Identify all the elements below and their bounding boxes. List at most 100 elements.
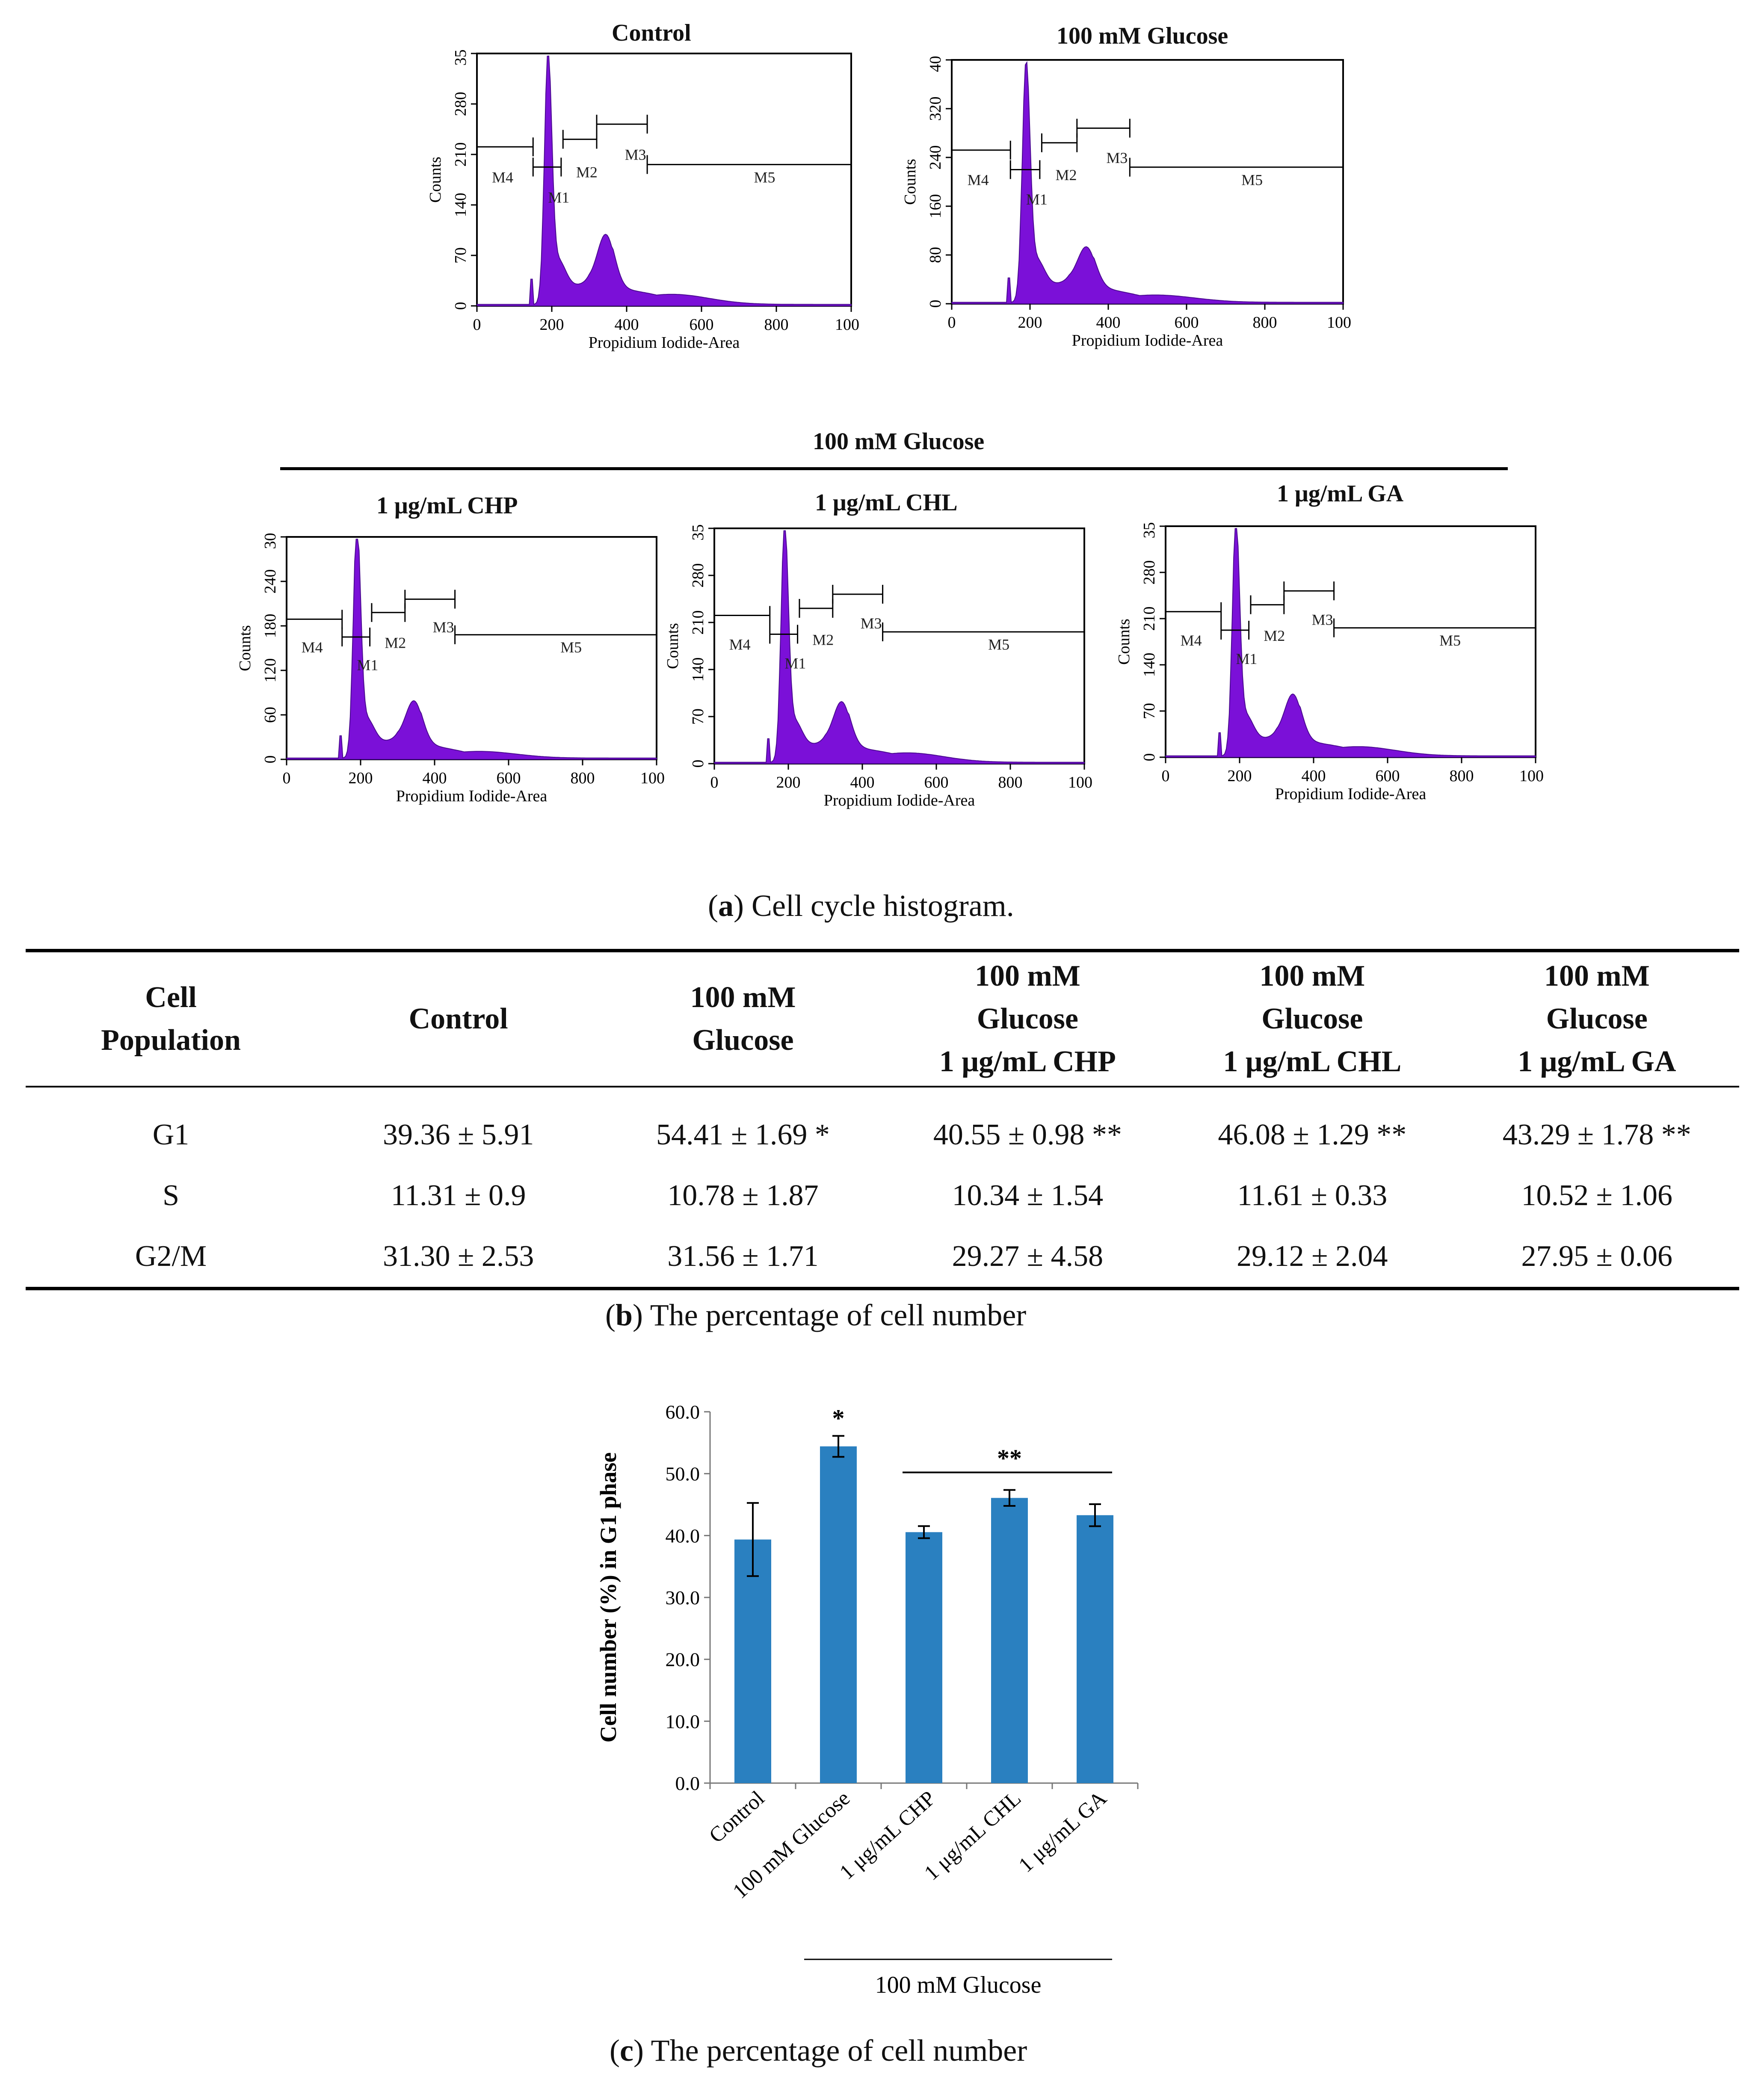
y-tick-label: 0 — [261, 756, 279, 764]
hist-frame — [713, 527, 1085, 764]
y-axis-label: Counts — [903, 159, 919, 205]
y-tick-label: 70 — [452, 247, 470, 264]
header-glucose-ga: 100 mM Glucose 1 μg/mL GA — [1518, 960, 1676, 1078]
hist-control: M4 M1 M2 M3 M5 0 200 400 600 800 1000 Propidium Iod… — [428, 49, 860, 352]
marker-label: M1 — [1026, 191, 1048, 208]
header-cell-population: Cell Population — [101, 981, 241, 1057]
y-tick-label: 350 — [689, 524, 707, 541]
marker-label: M2 — [576, 164, 598, 181]
hist-ga: M4 M1 M2 M3 M5 0 200 400 600 800 1000 Propidium Iod… — [1116, 522, 1544, 803]
marker-label: M2 — [1055, 166, 1077, 184]
x-tick-label: 400 — [615, 316, 639, 334]
x-tick-label: 800 — [1253, 314, 1277, 332]
x-tick-label: 0 — [473, 316, 481, 334]
marker-label: M4 — [1181, 632, 1202, 649]
x-tick-label: 600 — [690, 316, 714, 334]
y-tick-label: 280 — [1140, 560, 1158, 585]
marker-label: M4 — [729, 636, 751, 653]
x-tick-label: 1000 — [1327, 314, 1352, 332]
x-tick-label: 400 — [1096, 314, 1121, 332]
x-tick-label: 400 — [850, 773, 875, 791]
marker-label: M1 — [548, 189, 569, 206]
marker-label: M1 — [1236, 650, 1257, 667]
table-cell: 46.08 ± 1.29 ** — [1218, 1118, 1407, 1151]
y-tick-label: 300 — [261, 533, 279, 549]
y-axis-label: Counts — [237, 625, 254, 671]
bar-0 — [734, 1539, 771, 1783]
table-cell: 27.95 ± 0.06 — [1521, 1240, 1672, 1273]
marker-label: M5 — [988, 636, 1009, 653]
marker-label: M3 — [625, 146, 646, 163]
y-tick-label: 320 — [926, 97, 944, 121]
hist-chp: M4M1M2M3M502004006008001000Propidium Iod… — [237, 533, 665, 805]
group-label: 100 mM Glucose — [875, 1972, 1042, 1998]
y-tick-label: 0 — [452, 302, 470, 310]
marker-label: M5 — [560, 639, 582, 656]
marker-label: M3 — [861, 615, 882, 632]
hist-frame — [1165, 525, 1536, 758]
y-tick-label: 10.0 — [666, 1710, 700, 1732]
cell-population-table: Cell Population Control 100 mM Glucose 100… — [26, 949, 1739, 1290]
x-tick-label: 800 — [764, 316, 789, 334]
marker-label: M5 — [754, 169, 775, 186]
x-tick-label: 200 — [349, 769, 373, 787]
histogram-area — [951, 61, 1344, 304]
y-tick-label: 0 — [689, 760, 707, 768]
y-tick-label: 240 — [261, 569, 279, 594]
marker-label: M3 — [1106, 149, 1128, 166]
table-cell: 10.78 ± 1.87 — [667, 1179, 819, 1212]
marker-label: M4 — [968, 172, 989, 189]
y-tick-label: 0 — [1140, 753, 1158, 761]
header-glucose-chp: 100 mM Glucose 1 μg/mL CHP — [939, 960, 1116, 1078]
y-tick-label: 30.0 — [666, 1587, 700, 1609]
table-row: G1 39.36 ± 5.91 54.41 ± 1.69 * 40.55 ± 0… — [26, 1087, 1739, 1165]
x-axis-label: Propidium Iodide-Area — [824, 791, 975, 809]
hist-title-ga: 1 μg/mL GA — [1277, 480, 1404, 507]
y-axis-label: Cell number (%) in G1 phase — [595, 1452, 621, 1743]
histogram-area — [1165, 528, 1536, 758]
marker-label: M2 — [812, 631, 834, 649]
y-tick-label: 280 — [452, 92, 470, 116]
marker-label: M4 — [302, 639, 323, 656]
table-cell: G2/M — [135, 1240, 207, 1273]
y-tick-label: 50.0 — [666, 1463, 700, 1485]
x-tick-label: 600 — [497, 769, 521, 787]
table-cell: 40.55 ± 0.98 ** — [933, 1118, 1122, 1151]
x-tick-label: 0 — [1162, 767, 1170, 785]
hist-frame — [476, 53, 852, 307]
marker-label: M3 — [433, 619, 454, 636]
y-tick-label: 60.0 — [666, 1401, 700, 1423]
y-tick-label: 0 — [926, 300, 944, 308]
y-tick-label: 60 — [261, 707, 279, 723]
hist-frame — [951, 59, 1344, 305]
x-tick-label: 800 — [571, 769, 595, 787]
header-glucose-chl: 100 mM Glucose 1 μg/mL CHL — [1223, 960, 1402, 1078]
x-tick-label: 0 — [710, 773, 719, 791]
marker-label: M5 — [1241, 172, 1263, 189]
y-tick-label: 0.0 — [675, 1772, 700, 1794]
table-header-row: Cell Population Control 100 mM Glucose 100… — [26, 951, 1739, 1087]
x-tick-label: 0 — [283, 769, 291, 787]
table-cell: 11.31 ± 0.9 — [391, 1179, 526, 1212]
table-cell: 29.27 ± 4.58 — [952, 1240, 1104, 1273]
hist-frame — [286, 536, 657, 760]
hist-title-chl: 1 μg/mL CHL — [815, 489, 958, 516]
table-cell: S — [163, 1179, 179, 1212]
marker-label: M5 — [1439, 632, 1461, 649]
y-tick-label: 210 — [1140, 607, 1158, 631]
y-tick-label: 140 — [689, 658, 707, 682]
y-tick-label: 160 — [926, 194, 944, 219]
y-tick-label: 40.0 — [666, 1525, 700, 1547]
y-tick-label: 210 — [689, 610, 707, 635]
x-axis-label: Propidium Iodide-Area — [1072, 332, 1223, 350]
significance-group: ** — [997, 1444, 1022, 1472]
table-cell: 11.61 ± 0.33 — [1237, 1179, 1388, 1212]
x-tick-label: 1000 — [1519, 767, 1544, 785]
x-tick-label: 1 μg/mL GA — [1014, 1786, 1111, 1877]
significance-single: * — [832, 1404, 845, 1432]
y-tick-label: 350 — [452, 49, 470, 66]
histogram-area — [477, 55, 852, 306]
table-row: S 11.31 ± 0.9 10.78 ± 1.87 10.34 ± 1.54 … — [26, 1165, 1739, 1226]
y-tick-label: 80 — [926, 247, 944, 263]
hist-glucose: M4M1M2M3M502004006008001000Propidium Iod… — [903, 56, 1352, 350]
